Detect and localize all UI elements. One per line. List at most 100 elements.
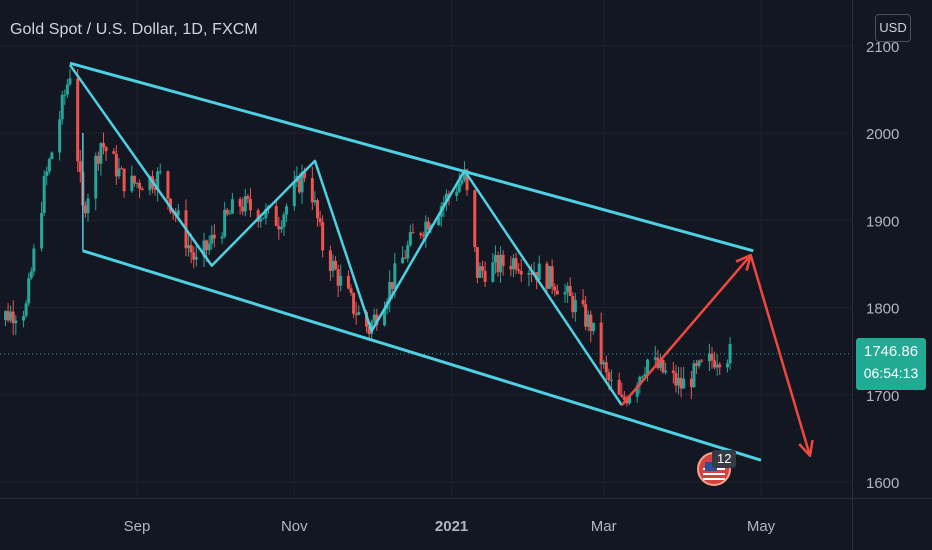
candle [689, 371, 693, 400]
candle [132, 175, 136, 187]
candle [114, 145, 118, 185]
down-arrow-icon [798, 439, 814, 458]
candle [99, 142, 103, 176]
candle [261, 217, 265, 220]
candle [493, 245, 497, 274]
y-tick-label: 1700 [866, 388, 899, 405]
candle [238, 196, 242, 215]
candle [354, 301, 358, 325]
candle [586, 310, 590, 332]
candle [568, 277, 572, 297]
candle [707, 343, 711, 372]
candle [406, 240, 410, 263]
candle [725, 359, 729, 373]
candle [511, 253, 515, 278]
candle [140, 186, 144, 191]
candle [478, 262, 482, 279]
candle [700, 358, 704, 363]
candle [282, 211, 286, 236]
candle [599, 312, 603, 377]
candle [715, 354, 719, 376]
candle [481, 260, 485, 278]
candle [156, 167, 160, 202]
candle [658, 353, 662, 371]
candle [112, 147, 116, 155]
candle [581, 289, 585, 307]
x-tick-label: May [747, 518, 776, 535]
y-tick-label: 2100 [866, 39, 899, 56]
candle [550, 259, 554, 295]
candle [671, 361, 675, 384]
candle [483, 261, 487, 288]
candle [334, 256, 338, 271]
zigzag-pattern-line[interactable] [68, 64, 623, 406]
candle [58, 111, 62, 161]
candle [40, 201, 44, 252]
candle [591, 322, 595, 335]
candle [514, 252, 518, 275]
candle [473, 189, 477, 252]
candle [274, 201, 278, 227]
candle [24, 299, 28, 319]
candle [6, 302, 10, 323]
candle [664, 362, 668, 375]
candle [609, 369, 613, 390]
chart-title: Gold Spot / U.S. Dollar, 1D, FXCM [10, 21, 258, 38]
chart-drawings [0, 61, 852, 462]
candle [135, 182, 139, 188]
candle [584, 295, 588, 331]
candle [571, 291, 575, 319]
candle [210, 225, 214, 250]
candle [563, 283, 567, 303]
candle [65, 79, 69, 98]
candle [310, 166, 314, 210]
candle [496, 251, 500, 277]
candle [509, 256, 513, 277]
candle [383, 301, 387, 327]
candle [475, 247, 479, 284]
candle [9, 305, 13, 323]
candle [194, 245, 198, 267]
candle [661, 359, 665, 374]
candle [78, 149, 82, 183]
candle [617, 372, 621, 396]
candle [42, 170, 46, 216]
candle [202, 232, 206, 267]
candle [573, 292, 577, 322]
candle [94, 152, 98, 211]
candle [120, 166, 124, 170]
channel-upper-line[interactable] [69, 61, 754, 253]
candle [83, 201, 87, 218]
candle [117, 157, 121, 180]
candle [130, 165, 134, 193]
candle [517, 263, 521, 274]
currency-button[interactable]: USD [875, 14, 911, 42]
candle [653, 345, 657, 365]
candle [555, 284, 559, 295]
candle [352, 292, 356, 319]
candle [692, 360, 696, 388]
candles [3, 68, 732, 407]
candle [277, 217, 281, 240]
candle [243, 188, 247, 217]
events-count-badge[interactable]: 12 [712, 450, 737, 468]
candle [122, 168, 126, 198]
candle [372, 308, 376, 324]
candle [228, 209, 232, 215]
channel-lower-line[interactable] [82, 249, 762, 462]
candle [246, 193, 250, 204]
y-tick-label: 1900 [866, 213, 899, 230]
candle [63, 89, 67, 106]
candle [545, 261, 549, 293]
candle [718, 361, 722, 375]
candle [318, 210, 322, 227]
candle [679, 367, 683, 398]
x-tick-label: 2021 [435, 518, 468, 535]
candle [187, 234, 191, 257]
candle [60, 90, 64, 125]
candle [220, 232, 224, 245]
candle [411, 223, 415, 234]
candle [331, 254, 335, 278]
candle [530, 264, 534, 283]
